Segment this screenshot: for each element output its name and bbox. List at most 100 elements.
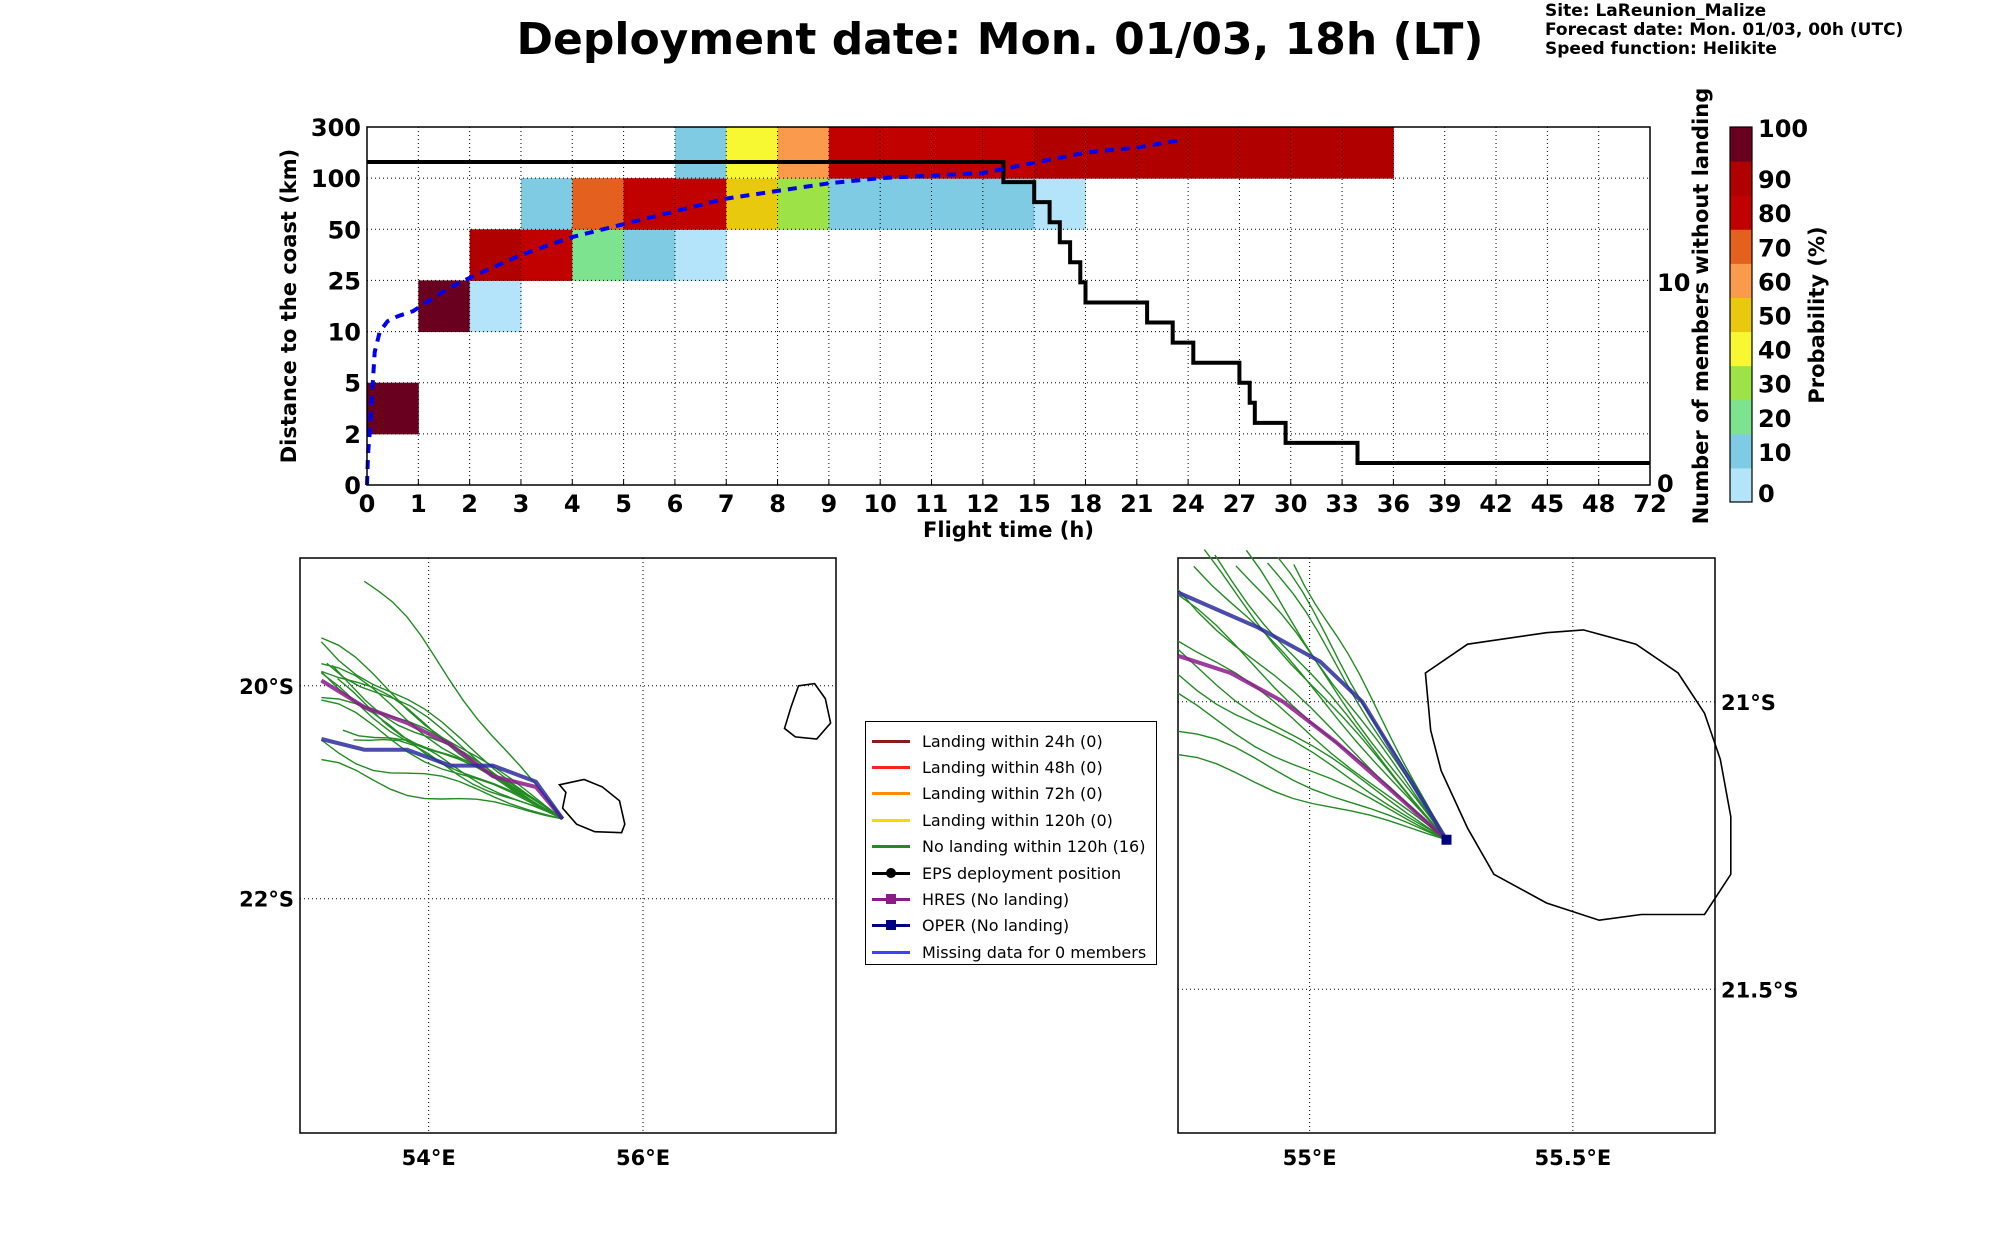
heatmap-cell [931, 127, 984, 179]
colorbar-segment [1730, 467, 1752, 503]
y-tick-label: 25 [328, 267, 361, 295]
x-tick-label: 0 [359, 490, 376, 518]
ensemble-trajectory [1177, 730, 1447, 841]
x-tick-label: 36 [1377, 490, 1410, 518]
ensemble-trajectory [1177, 692, 1447, 841]
colorbar-frame [1729, 126, 1753, 503]
heatmap-cell [1342, 127, 1394, 179]
y-axis-label: Distance to the coast (km) [277, 149, 301, 464]
map-frame [299, 557, 837, 1134]
map-lon-label: 55°E [1283, 1146, 1337, 1170]
colorbar-tick-label: 90 [1758, 166, 1791, 194]
ensemble-trajectory [1245, 549, 1448, 841]
legend-entry: HRES (No landing) [872, 886, 1156, 912]
colorbar-tick-label: 10 [1758, 439, 1791, 467]
legend-entry: Landing within 120h (0) [872, 807, 1156, 833]
ensemble-trajectory [1193, 565, 1448, 841]
heatmap-cell [880, 127, 933, 179]
colorbar-segment [1730, 399, 1752, 435]
legend-swatch [872, 950, 910, 954]
heatmap-cell [828, 178, 881, 230]
heatmap-cell [726, 127, 779, 179]
forecast-info: Site: LaReunion_Malize Forecast date: Mo… [1545, 2, 1903, 59]
legend-label: EPS deployment position [922, 863, 1122, 883]
heatmap-cell [674, 127, 727, 179]
map-legend: Landing within 24h (0) Landing within 48h… [865, 721, 1157, 965]
heatmap-cell [520, 229, 573, 281]
heatmap-cell [777, 127, 830, 179]
y-tick-label: 2 [344, 421, 361, 449]
x-tick-label: 39 [1428, 490, 1461, 518]
x-tick-label: 9 [821, 490, 838, 518]
colorbar-segment [1730, 161, 1752, 196]
ensemble-trajectory [321, 758, 563, 820]
x-tick-label: 72 [1633, 490, 1666, 518]
colorbar-segment [1730, 229, 1752, 264]
x-tick-label: 42 [1479, 490, 1512, 518]
heatmap-cell [982, 178, 1035, 230]
heatmap-cell [572, 229, 625, 281]
x-tick-label: 11 [915, 490, 948, 518]
legend-swatch [872, 867, 910, 878]
map-lat-label: 21°S [1721, 691, 1776, 715]
heatmap-cell [469, 229, 522, 281]
speed-function-label: Speed function: Helikite [1545, 39, 1777, 59]
reunion-coastline [557, 778, 626, 834]
y-tick-label: 0 [344, 472, 361, 500]
y2-tick-label: 0 [1657, 470, 1674, 498]
mean-distance-curve [365, 137, 1184, 486]
colorbar-segment [1730, 263, 1752, 298]
chart-title: Deployment date: Mon. 01/03, 18h (LT) [516, 14, 1484, 65]
x-tick-label: 7 [718, 490, 735, 518]
deployment-marker [1441, 834, 1452, 845]
x-tick-label: 2 [461, 490, 478, 518]
x-tick-label: 15 [1017, 490, 1050, 518]
colorbar-tick-label: 30 [1758, 371, 1791, 399]
x-tick-label: 12 [966, 490, 999, 518]
ensemble-trajectory [1203, 549, 1448, 841]
legend-label: OPER (No landing) [922, 916, 1070, 936]
x-tick-label: 27 [1223, 490, 1256, 518]
colorbar-tick-label: 70 [1758, 234, 1791, 262]
colorbar-segment [1730, 297, 1752, 333]
x-tick-label: 1 [410, 490, 427, 518]
hres-trajectory [1177, 653, 1448, 842]
map-lat-label: 21.5°S [1721, 978, 1798, 1002]
heatmap-cell [418, 280, 471, 333]
x-tick-label: 45 [1531, 490, 1564, 518]
x-tick-label: 8 [769, 490, 786, 518]
legend-label: No landing within 120h (16) [922, 837, 1146, 857]
y-tick-label: 100 [311, 165, 361, 193]
legend-swatch [872, 766, 910, 770]
colorbar-label: Probability (%) [1805, 226, 1829, 403]
ensemble-trajectory [1177, 648, 1447, 841]
ensemble-trajectory [1177, 673, 1447, 841]
oper-trajectory [320, 737, 565, 821]
heatmap-cell [1290, 127, 1343, 179]
map-lon-label: 55.5°E [1535, 1146, 1612, 1170]
oper-trajectory [1177, 590, 1449, 841]
ensemble-trajectory [321, 663, 563, 820]
site-label: Site: LaReunion_Malize [1545, 1, 1767, 21]
ensemble-trajectory [321, 699, 563, 820]
heatmap-cell [931, 178, 984, 230]
legend-label: Landing within 24h (0) [922, 731, 1103, 751]
ensemble-trajectory [337, 677, 563, 820]
map-frame [1177, 557, 1716, 1134]
heatmap-cell [623, 178, 676, 230]
ensemble-trajectory [1235, 565, 1448, 841]
map-lat-label: 20°S [239, 675, 294, 699]
legend-swatch [872, 739, 910, 743]
legend-entry: OPER (No landing) [872, 913, 1156, 939]
heatmap-cell [623, 229, 676, 281]
x-axis-label: Flight time (h) [923, 518, 1094, 542]
colorbar-segment [1730, 195, 1752, 230]
legend-entry: Missing data for 0 members [872, 939, 1156, 965]
heatmap-cell [1136, 127, 1189, 179]
colorbar-segment [1730, 331, 1752, 367]
heatmap-cell [1239, 127, 1292, 179]
heatmap-cell [572, 178, 625, 230]
heatmap-cell [880, 178, 933, 230]
x-tick-label: 33 [1325, 490, 1358, 518]
